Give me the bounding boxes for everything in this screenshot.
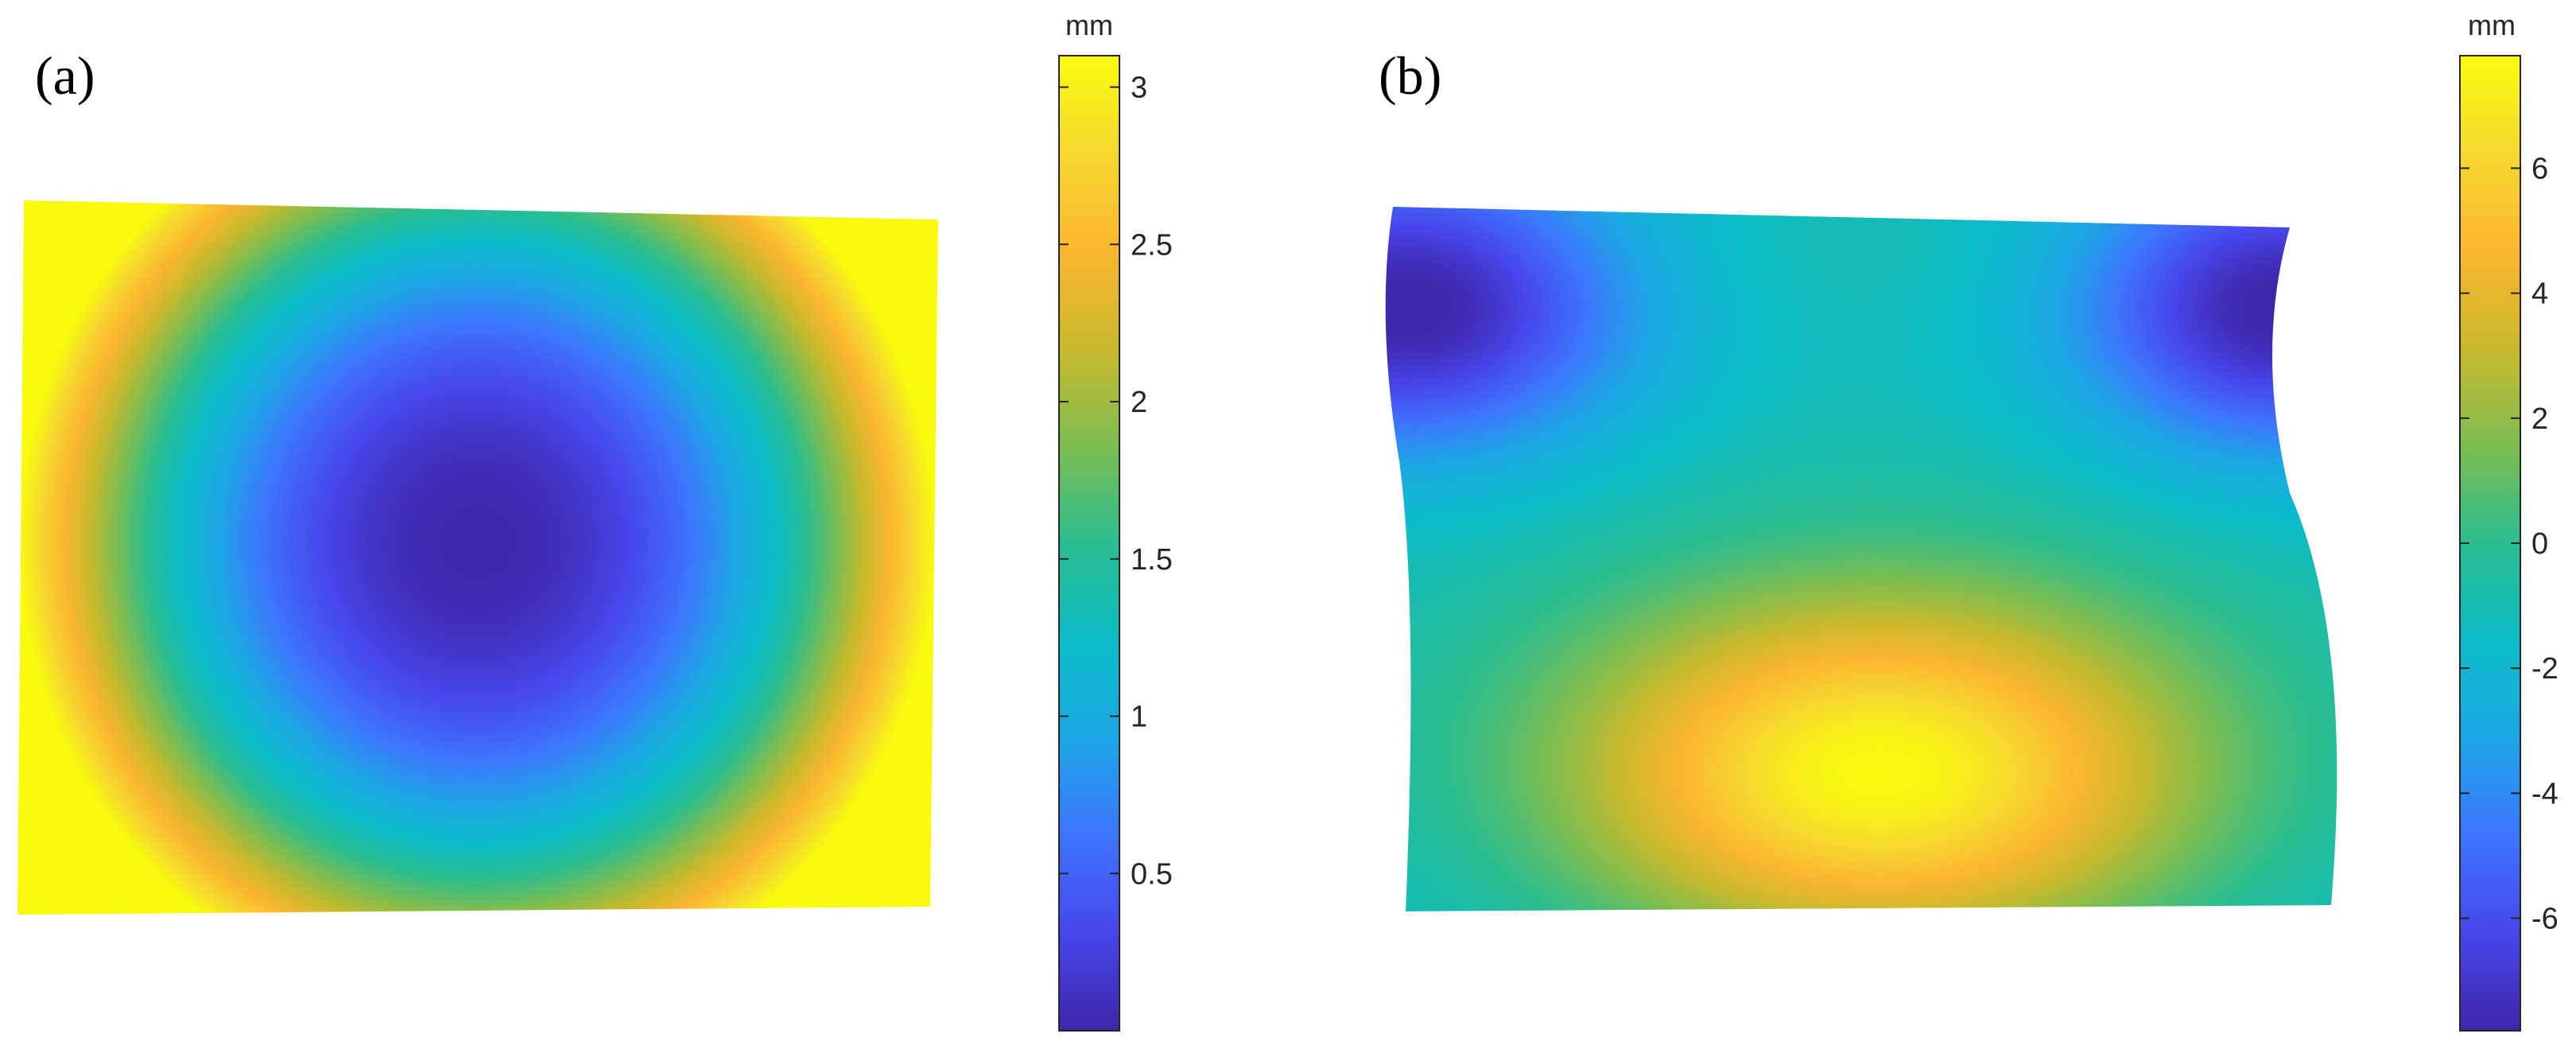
colorbar-unit-a: mm bbox=[1065, 9, 1113, 41]
colorbar-tick-label-b-6: 6 bbox=[2531, 152, 2548, 185]
colorbar-rect-a bbox=[1058, 55, 1120, 1032]
colorbar-tick-label-b-2: -2 bbox=[2531, 652, 2559, 686]
panel-a: (a) mm 0.5 1 1.5 2 2.5 3 bbox=[17, 9, 1173, 1032]
colorbar-a: mm 0.5 1 1.5 2 2.5 3 bbox=[1058, 9, 1173, 1032]
colorbar-rect-b bbox=[2459, 55, 2521, 1032]
colorbar-unit-b: mm bbox=[2468, 9, 2516, 41]
colorbar-tick-label-b-5: 4 bbox=[2531, 278, 2548, 311]
colorbar-ticks-b: -6 -4 -2 0 2 4 6 bbox=[2460, 152, 2559, 936]
colorbar-ticks-a: 0.5 1 1.5 2 2.5 3 bbox=[1059, 72, 1173, 891]
colorbar-tick-label-b-1: -4 bbox=[2531, 777, 2559, 810]
colorbar-tick-label-a-2: 1.5 bbox=[1131, 543, 1173, 577]
heatmap-image-a bbox=[17, 200, 938, 915]
colorbar-tick-label-a-4: 2.5 bbox=[1131, 228, 1173, 262]
colorbar-tick-label-a-5: 3 bbox=[1131, 72, 1147, 105]
colorbar-tick-label-b-4: 2 bbox=[2531, 402, 2548, 436]
panel-b: (b) mm -6 -4 -2 0 2 4 6 bbox=[1379, 9, 2559, 1032]
colorbar-tick-label-a-0: 0.5 bbox=[1131, 857, 1173, 891]
panel-label-b: (b) bbox=[1379, 45, 1441, 106]
colorbar-tick-label-a-1: 1 bbox=[1131, 701, 1147, 734]
heatmap-a bbox=[17, 200, 938, 915]
colorbar-b: mm -6 -4 -2 0 2 4 6 bbox=[2459, 9, 2559, 1032]
panel-label-a: (a) bbox=[35, 45, 95, 106]
colorbar-tick-label-b-0: -6 bbox=[2531, 903, 2559, 936]
heatmap-b bbox=[1385, 207, 2337, 911]
colorbar-tick-label-b-3: 0 bbox=[2531, 527, 2548, 561]
colorbar-tick-label-a-3: 2 bbox=[1131, 386, 1147, 419]
heatmap-image-b bbox=[1385, 207, 2337, 911]
